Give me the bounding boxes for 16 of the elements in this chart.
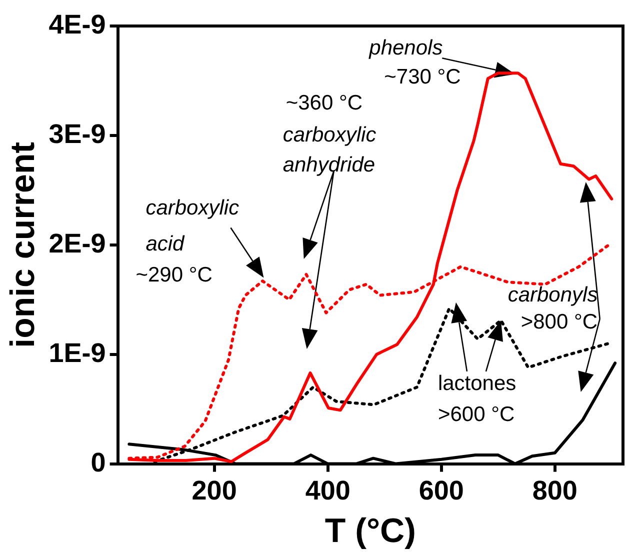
y-tick-label: 0 [90,447,106,478]
annotation: phenols ~730 °C [368,36,461,89]
y-tick-label: 3E-9 [48,118,106,149]
x-tick-label: 400 [305,475,350,506]
x-tick-label: 800 [532,475,578,506]
x-tick-label: 600 [418,475,464,506]
y-tick-label: 1E-9 [48,338,106,368]
annotation: lactones >600 °C [438,372,516,426]
y-axis-title: ionic current [4,142,42,348]
annotation: ~360 °C carboxylic anhydride [282,92,377,177]
y-tick-label: 2E-9 [48,228,106,258]
annotation: carbonyls >800 °C [508,284,598,334]
annotation: carboxylic acid ~290 °C [136,196,240,286]
y-tick-label: 4E-9 [48,9,106,40]
x-tick-label: 200 [192,475,237,506]
x-axis-title: T (°C) [324,512,416,550]
